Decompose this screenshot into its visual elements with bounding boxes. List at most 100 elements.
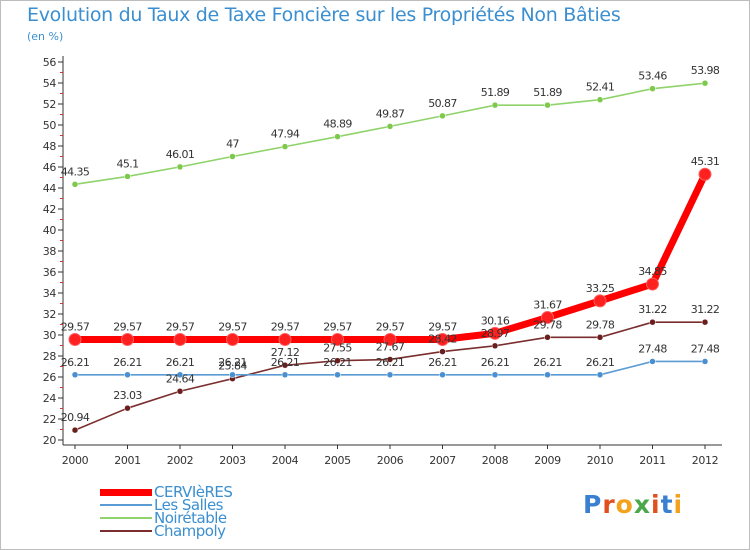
y-tick-label: 40 (43, 224, 57, 237)
legend-swatch (100, 489, 152, 496)
data-label: 27.48 (638, 342, 667, 355)
data-label: 26.21 (323, 356, 352, 369)
data-label: 50.87 (428, 97, 457, 110)
data-label: 31.22 (691, 303, 720, 316)
data-point (281, 361, 289, 369)
y-tick-label: 36 (43, 266, 57, 279)
data-point (71, 426, 79, 434)
data-point (334, 133, 341, 140)
data-label: 26.21 (428, 356, 457, 369)
y-tick-label: 44 (43, 182, 57, 195)
x-tick-label: 2010 (587, 454, 614, 467)
data-label: 23.03 (113, 389, 142, 402)
x-tick-label: 2009 (534, 454, 561, 467)
y-tick-label: 52 (43, 98, 56, 111)
x-tick-label: 2006 (377, 454, 404, 467)
data-label: 27.67 (376, 340, 405, 353)
data-label: 26.21 (166, 356, 195, 369)
data-point (176, 163, 184, 171)
data-label: 31.22 (638, 303, 667, 316)
y-tick-label: 48 (43, 140, 57, 153)
data-label: 48.89 (323, 118, 352, 131)
data-point (124, 371, 131, 379)
data-label: 26.21 (533, 356, 562, 369)
data-label: 26.21 (586, 356, 615, 369)
data-point (229, 371, 236, 379)
data-point (596, 334, 604, 341)
y-tick-label: 50 (43, 119, 57, 132)
data-label: 31.67 (533, 298, 562, 311)
x-tick-label: 2012 (692, 454, 718, 467)
data-point (71, 371, 79, 379)
legend-label: Noirétable (154, 509, 227, 527)
y-tick-label: 24 (43, 392, 57, 405)
data-point (491, 371, 499, 379)
x-tick-label: 2008 (482, 454, 509, 467)
data-point (173, 333, 187, 347)
legend-swatch (100, 530, 152, 532)
data-label: 27.12 (271, 346, 300, 359)
data-label: 29.57 (376, 321, 405, 334)
data-point (646, 277, 659, 291)
data-label: 45.1 (116, 157, 138, 170)
data-point (176, 371, 184, 379)
data-point (334, 371, 341, 379)
data-label: 46.01 (166, 148, 195, 161)
data-point (124, 173, 131, 180)
y-tick-label: 26 (43, 371, 57, 384)
data-label: 51.89 (533, 86, 562, 99)
data-label: 47 (226, 138, 239, 151)
data-point (541, 310, 554, 324)
data-point (71, 181, 79, 188)
data-point (386, 356, 394, 363)
data-point (281, 371, 289, 379)
y-tick-label: 30 (43, 329, 57, 342)
logo-letter: o (615, 490, 634, 519)
data-point (649, 358, 656, 365)
data-point (439, 112, 446, 120)
x-tick-label: 2005 (324, 454, 351, 467)
data-label: 26.21 (218, 356, 247, 369)
y-tick-label: 32 (43, 308, 56, 321)
data-point (68, 333, 82, 347)
data-label: 28.42 (428, 333, 457, 346)
data-point (596, 96, 604, 103)
data-point (544, 371, 551, 379)
data-label: 26.21 (271, 356, 300, 369)
data-label: 29.57 (218, 321, 247, 334)
data-point (278, 333, 292, 347)
data-label: 26.21 (113, 356, 142, 369)
x-tick-label: 2002 (167, 454, 193, 467)
data-label: 52.41 (586, 81, 615, 94)
data-point (596, 371, 604, 379)
data-point (334, 357, 341, 364)
data-point (649, 318, 656, 326)
x-tick-label: 2000 (62, 454, 89, 467)
data-label: 29.57 (61, 321, 90, 334)
data-point (281, 143, 289, 150)
data-point (439, 371, 446, 379)
data-point (491, 342, 499, 350)
y-tick-label: 56 (43, 56, 57, 69)
data-label: 28.97 (481, 327, 510, 340)
y-tick-label: 42 (43, 203, 56, 216)
data-label: 26.21 (376, 356, 405, 369)
series-line-2 (74, 82, 706, 186)
data-point (121, 333, 134, 347)
data-point (544, 334, 551, 341)
data-label: 29.57 (323, 321, 352, 334)
data-point (226, 333, 239, 347)
data-point (124, 404, 131, 412)
data-label: 30.16 (481, 314, 510, 327)
data-point (491, 101, 499, 109)
data-label: 29.57 (113, 321, 142, 334)
x-tick-label: 2003 (219, 454, 246, 467)
legend-swatch (100, 504, 152, 506)
data-point (701, 79, 709, 87)
data-point (439, 348, 446, 355)
proxiti-logo: Proxiti (583, 490, 683, 519)
chart-title: Evolution du Taux de Taxe Foncière sur l… (27, 4, 621, 26)
data-point (176, 388, 184, 395)
y-tick-label: 22 (43, 413, 56, 426)
